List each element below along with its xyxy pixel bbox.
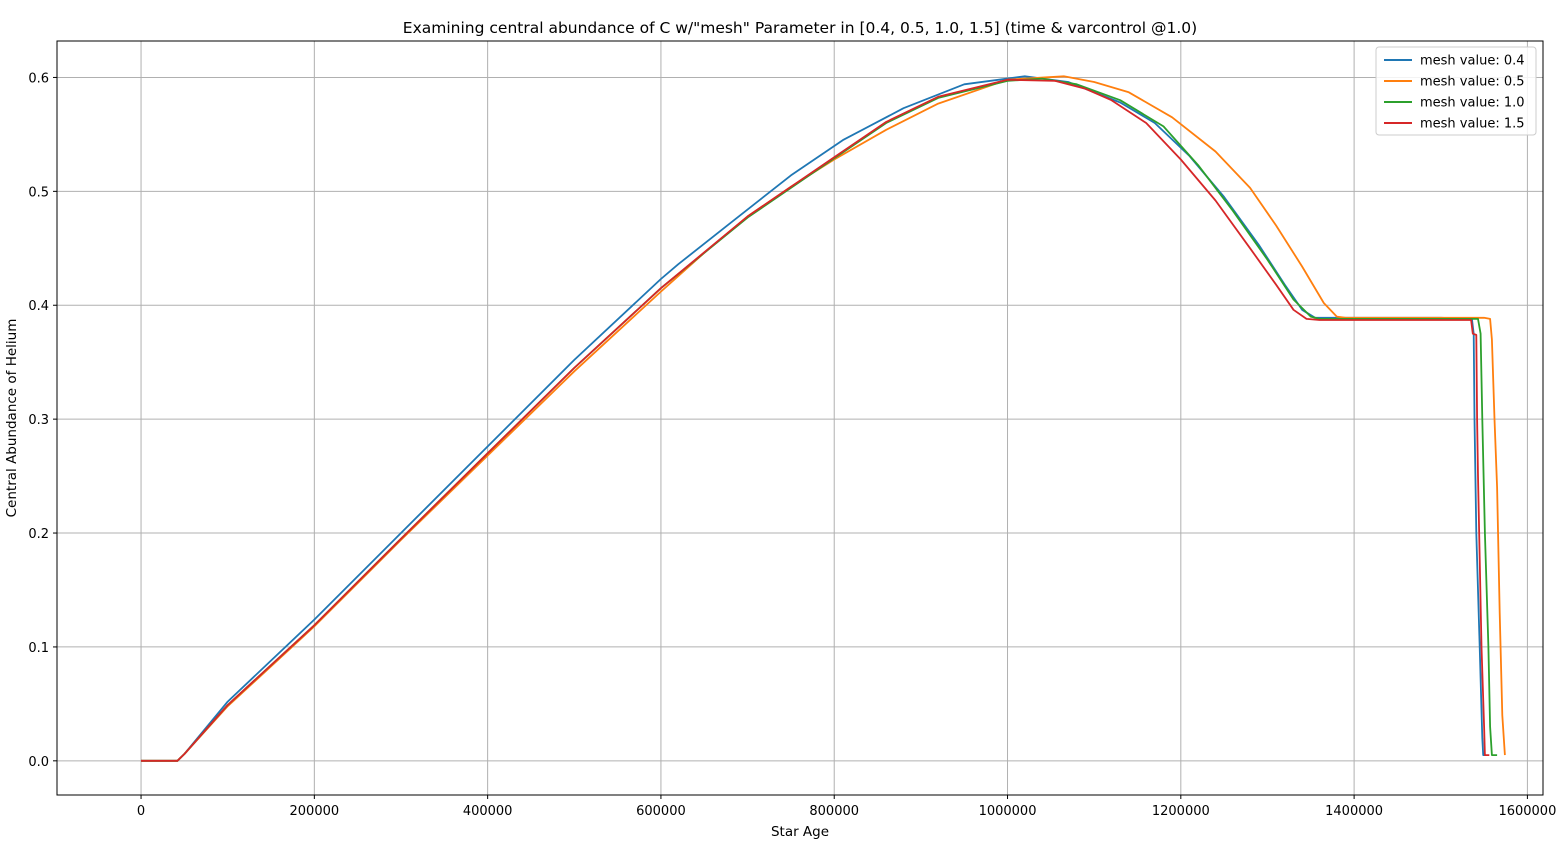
legend-label: mesh value: 0.4 <box>1420 54 1525 69</box>
x-tick-label: 800000 <box>809 804 859 819</box>
series-line-3 <box>141 78 1490 762</box>
y-tick-label: 0.4 <box>28 299 49 314</box>
legend-label: mesh value: 0.5 <box>1420 75 1525 90</box>
x-axis-label: Star Age <box>771 824 829 840</box>
y-tick-label: 0.3 <box>28 413 49 428</box>
x-tick-label: 400000 <box>463 804 513 819</box>
y-tick-label: 0.5 <box>28 185 49 200</box>
x-tick-label: 1000000 <box>979 804 1037 819</box>
series-lines <box>141 75 1506 762</box>
y-tick-label: 0.2 <box>28 527 49 542</box>
y-tick-label: 0.1 <box>28 641 49 656</box>
axis-ticks: 0 200000 400000 600000 800000 1000000 1200000 1… <box>28 71 1556 819</box>
grid <box>57 41 1543 795</box>
legend: mesh value: 0.4 mesh value: 0.5 mesh value… <box>1375 46 1537 136</box>
chart-title: Examining central abundance of C w/"mesh… <box>403 19 1197 37</box>
y-axis-label: Central Abundance of Helium <box>4 319 20 518</box>
x-tick-label: 1200000 <box>1152 804 1210 819</box>
x-tick-label: 0 <box>137 804 145 819</box>
x-tick-label: 1600000 <box>1498 804 1556 819</box>
x-tick-label: 1400000 <box>1325 804 1383 819</box>
legend-label: mesh value: 1.5 <box>1420 117 1525 132</box>
x-tick-label: 200000 <box>290 804 340 819</box>
y-tick-label: 0.0 <box>28 755 49 770</box>
legend-box <box>1375 46 1537 136</box>
legend-label: mesh value: 1.0 <box>1420 96 1525 111</box>
y-tick-label: 0.6 <box>28 71 49 86</box>
plot-frame <box>56 40 1544 796</box>
x-tick-label: 600000 <box>636 804 686 819</box>
